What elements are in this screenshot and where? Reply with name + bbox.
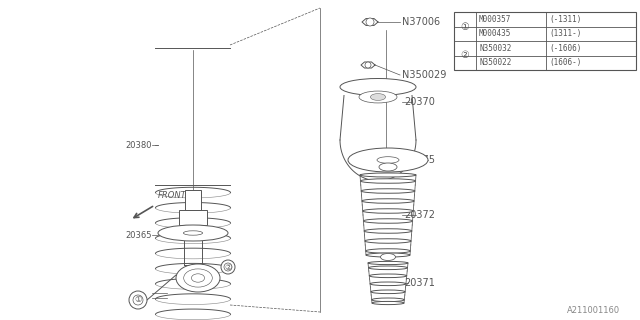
Circle shape: [221, 260, 235, 274]
Text: (-1311): (-1311): [549, 15, 581, 24]
Circle shape: [365, 62, 371, 68]
Ellipse shape: [364, 219, 413, 223]
Text: ②: ②: [224, 262, 232, 271]
Text: 20371: 20371: [404, 278, 435, 288]
Ellipse shape: [372, 301, 404, 305]
Circle shape: [133, 295, 143, 305]
Text: ①: ①: [134, 295, 141, 305]
Text: N37006: N37006: [402, 17, 440, 27]
Text: (1311-): (1311-): [549, 29, 581, 38]
Ellipse shape: [340, 78, 416, 95]
Text: A211001160: A211001160: [567, 306, 620, 315]
Ellipse shape: [359, 91, 397, 103]
Bar: [179, 210, 207, 225]
Ellipse shape: [366, 253, 410, 257]
Ellipse shape: [361, 189, 415, 193]
Ellipse shape: [368, 261, 408, 265]
Ellipse shape: [372, 298, 404, 301]
Circle shape: [129, 291, 147, 309]
Ellipse shape: [360, 179, 415, 183]
Ellipse shape: [364, 229, 412, 233]
Ellipse shape: [176, 264, 220, 292]
Ellipse shape: [370, 282, 406, 285]
Ellipse shape: [365, 249, 410, 253]
Ellipse shape: [369, 274, 407, 277]
Circle shape: [366, 18, 374, 26]
Text: M000435: M000435: [479, 29, 511, 38]
Text: ①: ①: [461, 21, 469, 31]
Text: 20370: 20370: [404, 97, 435, 107]
Ellipse shape: [360, 173, 416, 177]
Text: FRONT: FRONT: [158, 191, 187, 200]
Text: N350029: N350029: [402, 70, 446, 80]
Bar: [185, 190, 201, 210]
Ellipse shape: [365, 239, 411, 243]
Ellipse shape: [377, 157, 399, 163]
Text: 20365: 20365: [125, 230, 152, 239]
Ellipse shape: [184, 269, 212, 287]
Ellipse shape: [191, 274, 205, 282]
Text: M000357: M000357: [479, 15, 511, 24]
Bar: [454, 12, 636, 70]
Ellipse shape: [379, 163, 397, 171]
Bar: [185, 225, 201, 235]
Ellipse shape: [158, 225, 228, 241]
Ellipse shape: [371, 290, 405, 294]
Ellipse shape: [362, 199, 414, 203]
Text: ②: ②: [461, 51, 469, 60]
Text: (1606-): (1606-): [549, 58, 581, 67]
Ellipse shape: [369, 266, 408, 269]
Text: N350022: N350022: [479, 58, 511, 67]
Ellipse shape: [371, 93, 385, 100]
Text: 20380: 20380: [125, 140, 152, 149]
Text: (-1606): (-1606): [549, 44, 581, 53]
Circle shape: [224, 263, 232, 271]
Ellipse shape: [363, 209, 413, 213]
Ellipse shape: [184, 231, 203, 235]
Ellipse shape: [381, 253, 396, 260]
Text: 20375: 20375: [404, 155, 435, 165]
Text: 20372: 20372: [404, 210, 435, 220]
Ellipse shape: [348, 148, 428, 172]
Text: N350032: N350032: [479, 44, 511, 53]
